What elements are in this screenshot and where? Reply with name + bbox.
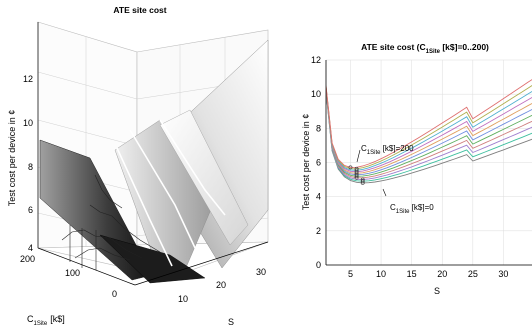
c-tick: 200: [20, 254, 35, 264]
annotation-200-text: C1Site [k$]=200: [361, 144, 414, 156]
surface-white-ridges: [116, 119, 226, 267]
surface-ylabel: S: [228, 317, 234, 327]
y-tick-label: 0: [316, 260, 321, 270]
tick-labels: 0 2 4 6 8 10 12 5 10 15 20 25 30: [311, 55, 508, 279]
minimum-markers: [348, 165, 365, 185]
c-tick: 0: [112, 289, 117, 299]
minimum-marker: [354, 168, 359, 173]
annotation-200-main: C: [361, 144, 367, 153]
series-line: [326, 86, 532, 171]
surface-mesh: [61, 174, 161, 270]
annotation-0-tail: [k$]=0: [409, 203, 434, 212]
surface-s-ticks: 10 20 30: [178, 267, 266, 304]
line-chart-title: ATE site cost (C1Site [k$]=0..200): [361, 42, 489, 55]
annotation-0-pointer: [382, 188, 387, 197]
series-line: [326, 85, 532, 170]
surface-c-ticks: 200 100 0: [20, 254, 117, 299]
annotation-200-tail: [k$]=200: [380, 144, 414, 153]
minimum-marker: [360, 177, 365, 182]
y-tick-label: 4: [316, 192, 321, 202]
line-chart: ATE site cost (C1Site [k$]=0..200) 02468…: [301, 42, 532, 296]
minimum-marker: [354, 166, 359, 171]
series-line: [326, 91, 532, 184]
series-line: [326, 79, 532, 168]
s-tick: 20: [216, 280, 226, 290]
minimum-marker: [360, 179, 365, 184]
s-tick: 10: [178, 294, 188, 304]
y-tick-label: 8: [316, 123, 321, 133]
series-line: [326, 89, 532, 179]
x-tick-label: 25: [468, 269, 478, 279]
surface-zticks: 4 6 8 10 12: [23, 74, 33, 253]
annotation-200: C1Site [k$]=200: [356, 144, 414, 163]
ztick: 10: [23, 118, 33, 128]
x-tick-label: 10: [376, 269, 386, 279]
surface-zlabel: Test cost per device in ¢: [7, 110, 17, 207]
surface-white-band: [159, 109, 249, 246]
line-title-tail: [k$]=0..200): [440, 42, 489, 52]
annotation-200-pointer: [356, 149, 361, 163]
series-line: [326, 87, 532, 173]
y-tick-label: 12: [311, 55, 321, 65]
surface-xlabel-main: C: [27, 314, 34, 324]
y-tick-label: 2: [316, 226, 321, 236]
surface-xlabel: C1Site [k$]: [27, 314, 65, 327]
ztick: 8: [28, 162, 33, 172]
minimum-marker: [348, 165, 353, 170]
surface-chart: ATE site cost: [7, 5, 269, 327]
series-line: [326, 89, 532, 177]
c-tick: 100: [65, 268, 80, 278]
ztick: 4: [28, 243, 33, 253]
series-line: [326, 88, 532, 174]
x-tick-label: 20: [437, 269, 447, 279]
series-line: [326, 91, 532, 182]
surface-axes: [37, 22, 269, 286]
line-ylabel: Test cost per device in ¢: [301, 114, 311, 211]
ztick: 12: [23, 74, 33, 84]
annotation-0-sub: 1Site: [396, 209, 410, 215]
line-xlabel: S: [434, 286, 440, 296]
series-group: [326, 79, 532, 184]
x-tick-label: 5: [348, 269, 353, 279]
surface-xlabel-unit: [k$]: [50, 314, 65, 324]
y-tick-label: 10: [311, 89, 321, 99]
s-tick: 30: [256, 267, 266, 277]
series-line: [326, 88, 532, 176]
annotation-0-text: C1Site [k$]=0: [390, 203, 434, 215]
annotation-200-sub: 1Site: [367, 150, 381, 156]
surface-title: ATE site cost: [113, 5, 166, 15]
x-tick-label: 15: [407, 269, 417, 279]
x-tick-label: 30: [498, 269, 508, 279]
annotation-0: C1Site [k$]=0: [382, 188, 434, 215]
series-line: [326, 90, 532, 180]
plot-frame: [325, 60, 532, 266]
line-title-main: ATE site cost (C: [361, 42, 426, 52]
line-title-sub: 1Site: [426, 49, 441, 55]
surface-xlabel-sub: 1Site: [34, 321, 48, 327]
y-tick-label: 6: [316, 158, 321, 168]
annotation-0-main: C: [390, 203, 396, 212]
ztick: 6: [28, 205, 33, 215]
